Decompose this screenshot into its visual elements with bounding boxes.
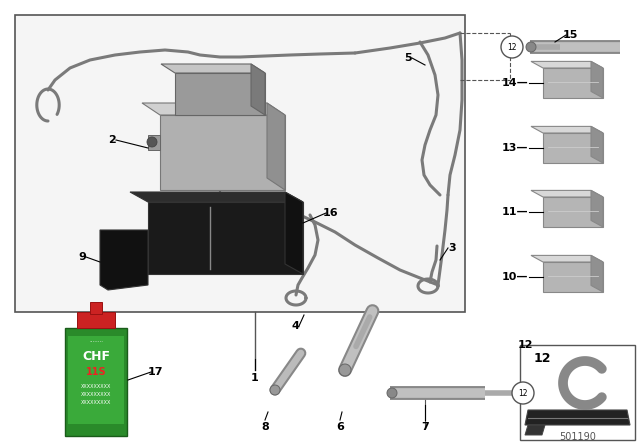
Polygon shape bbox=[148, 135, 160, 150]
Text: 13—: 13— bbox=[502, 143, 528, 153]
Polygon shape bbox=[148, 202, 303, 274]
Text: 12: 12 bbox=[508, 43, 516, 52]
Text: 9: 9 bbox=[78, 252, 86, 262]
Polygon shape bbox=[531, 255, 603, 262]
Polygon shape bbox=[160, 115, 285, 190]
Text: 3: 3 bbox=[448, 243, 456, 253]
Polygon shape bbox=[100, 230, 148, 290]
Text: 5: 5 bbox=[404, 53, 412, 63]
Bar bbox=[90, 302, 102, 314]
Bar bbox=[520, 345, 635, 440]
Polygon shape bbox=[267, 103, 285, 190]
Text: 501190: 501190 bbox=[559, 432, 596, 442]
Text: 11—: 11— bbox=[501, 207, 528, 217]
Text: XXXXXXXXX: XXXXXXXXX bbox=[81, 383, 111, 388]
Polygon shape bbox=[531, 126, 603, 133]
Circle shape bbox=[526, 42, 536, 52]
Text: 14—: 14— bbox=[501, 78, 528, 88]
Polygon shape bbox=[251, 64, 265, 115]
Text: 17: 17 bbox=[147, 367, 163, 377]
Text: 4: 4 bbox=[291, 321, 299, 331]
Text: 11S: 11S bbox=[86, 367, 106, 377]
Text: 7: 7 bbox=[421, 422, 429, 432]
Text: XXXXXXXXX: XXXXXXXXX bbox=[81, 392, 111, 396]
Polygon shape bbox=[531, 61, 603, 68]
Text: 15: 15 bbox=[563, 30, 578, 40]
Text: 2: 2 bbox=[108, 135, 116, 145]
Polygon shape bbox=[130, 192, 303, 202]
Polygon shape bbox=[591, 126, 603, 163]
Circle shape bbox=[512, 382, 534, 404]
Text: 8: 8 bbox=[261, 422, 269, 432]
Bar bbox=[65, 328, 127, 436]
Polygon shape bbox=[591, 255, 603, 292]
Text: 6: 6 bbox=[336, 422, 344, 432]
Polygon shape bbox=[175, 73, 265, 115]
Bar bbox=[68, 336, 124, 424]
Polygon shape bbox=[543, 197, 603, 227]
Circle shape bbox=[147, 137, 157, 147]
Text: 10—: 10— bbox=[502, 272, 528, 282]
Text: XXXXXXXXX: XXXXXXXXX bbox=[81, 400, 111, 405]
Polygon shape bbox=[525, 425, 545, 435]
Polygon shape bbox=[591, 61, 603, 98]
Text: CHF: CHF bbox=[82, 349, 110, 362]
Circle shape bbox=[270, 385, 280, 395]
Text: 16: 16 bbox=[322, 208, 338, 218]
Text: ........: ........ bbox=[89, 337, 103, 343]
Circle shape bbox=[339, 364, 351, 376]
Text: 12: 12 bbox=[517, 340, 532, 350]
Polygon shape bbox=[531, 190, 603, 197]
Polygon shape bbox=[161, 64, 265, 73]
Text: 12: 12 bbox=[533, 352, 551, 365]
Circle shape bbox=[387, 388, 397, 398]
Bar bbox=[15, 15, 465, 312]
Text: 1: 1 bbox=[251, 373, 259, 383]
Polygon shape bbox=[543, 133, 603, 163]
Text: 12: 12 bbox=[518, 388, 528, 397]
Circle shape bbox=[501, 36, 523, 58]
Polygon shape bbox=[525, 410, 630, 425]
Polygon shape bbox=[543, 262, 603, 292]
Polygon shape bbox=[543, 68, 603, 98]
Polygon shape bbox=[591, 190, 603, 227]
Bar bbox=[77, 312, 115, 328]
Polygon shape bbox=[285, 192, 303, 274]
Polygon shape bbox=[142, 103, 285, 115]
